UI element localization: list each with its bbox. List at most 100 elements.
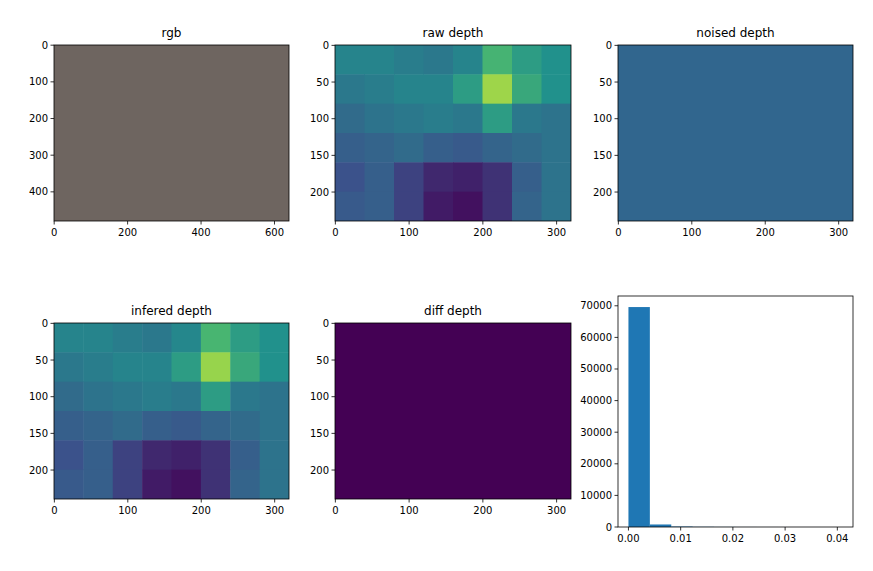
y-tick — [615, 432, 619, 433]
panel-title: raw depth — [423, 26, 484, 40]
y-tick-label: 0 — [42, 318, 48, 329]
heat-cell — [453, 133, 483, 163]
heat-cell — [260, 323, 289, 353]
y-tick — [51, 323, 55, 324]
plot-area — [54, 45, 289, 221]
x-tick — [274, 499, 275, 503]
heat-cell — [83, 382, 113, 412]
y-tick — [615, 118, 619, 119]
heat-cell — [201, 382, 231, 412]
y-tick — [51, 470, 55, 471]
y-tick — [332, 45, 336, 46]
heat-cell — [483, 74, 513, 104]
y-tick — [615, 305, 619, 306]
heat-cell — [172, 440, 202, 470]
y-tick — [51, 360, 55, 361]
heat-cell — [483, 162, 513, 192]
y-tick — [615, 368, 619, 369]
x-tick — [201, 499, 202, 503]
y-tick — [332, 192, 336, 193]
y-tick-label: 0 — [42, 40, 48, 51]
heat-cell — [54, 470, 84, 499]
heat-cell — [542, 133, 572, 163]
y-tick-label: 200 — [310, 187, 329, 198]
heat-cell — [142, 411, 172, 441]
x-tick-label: 0 — [615, 227, 621, 238]
heat-cell — [230, 411, 260, 441]
heat-cell — [172, 352, 202, 382]
x-tick — [201, 221, 202, 225]
heat-cell — [230, 352, 260, 382]
x-tick-label: 0.04 — [826, 533, 848, 544]
heat-cell — [394, 45, 424, 75]
panel-title: rgb — [162, 26, 182, 40]
heat-cell — [260, 440, 289, 470]
x-tick-label: 300 — [265, 505, 284, 516]
panel: 0100200300050100150200noised depth — [593, 26, 853, 238]
y-tick-label: 100 — [310, 113, 329, 124]
heat-cell — [113, 323, 143, 353]
y-tick-label: 100 — [310, 391, 329, 402]
y-tick-label: 50 — [316, 77, 329, 88]
heat-cell — [54, 382, 84, 412]
y-tick — [51, 45, 55, 46]
heat-cell — [542, 162, 572, 192]
x-tick — [556, 221, 557, 225]
x-tick — [691, 221, 692, 225]
y-tick — [332, 396, 336, 397]
x-tick — [680, 527, 681, 531]
frame — [54, 45, 289, 221]
heat-cell — [201, 323, 231, 353]
x-tick — [838, 221, 839, 225]
figure: 02004006000100200300400rgb01002003000501… — [0, 0, 873, 571]
heat-cell — [83, 352, 113, 382]
heat-cell — [483, 104, 513, 134]
x-tick — [409, 499, 410, 503]
plot-area — [335, 45, 571, 221]
heat-cell — [424, 74, 454, 104]
heat-cell — [230, 440, 260, 470]
heat-cell — [83, 411, 113, 441]
y-tick — [615, 527, 619, 528]
heat-cell — [201, 352, 231, 382]
panel-title: infered depth — [131, 304, 212, 318]
heat-cell — [172, 411, 202, 441]
heat-cell — [230, 382, 260, 412]
heat-cell — [542, 104, 572, 134]
heat-cell — [365, 104, 395, 134]
heat-cell — [424, 104, 454, 134]
plot-area — [54, 323, 289, 499]
x-tick-label: 0 — [332, 227, 338, 238]
y-tick — [332, 118, 336, 119]
y-tick-label: 100 — [29, 391, 48, 402]
y-tick-label: 50 — [599, 77, 612, 88]
heat-cell — [394, 104, 424, 134]
x-tick-label: 200 — [756, 227, 775, 238]
heat-cell — [483, 192, 513, 221]
heat-cell — [201, 411, 231, 441]
y-tick — [332, 82, 336, 83]
heat-cell — [260, 352, 289, 382]
heat-cell — [54, 352, 84, 382]
heat-cell — [424, 162, 454, 192]
image — [335, 323, 571, 499]
x-tick-label: 0 — [332, 505, 338, 516]
heat-cell — [201, 470, 231, 499]
heat-cell — [335, 45, 365, 75]
heat-cell — [512, 192, 542, 221]
heat-cell — [142, 352, 172, 382]
y-tick-label: 150 — [310, 150, 329, 161]
heat-cell — [54, 411, 84, 441]
heat-cell — [394, 192, 424, 221]
y-tick-label: 100 — [593, 113, 612, 124]
y-tick-label: 150 — [310, 428, 329, 439]
y-tick-label: 0 — [323, 318, 329, 329]
y-tick-label: 0 — [323, 40, 329, 51]
image — [54, 45, 289, 221]
heat-cell — [113, 411, 143, 441]
heat-cell — [424, 192, 454, 221]
heat-cell — [142, 382, 172, 412]
y-tick — [615, 45, 619, 46]
x-tick — [335, 221, 336, 225]
heat-cell — [394, 74, 424, 104]
